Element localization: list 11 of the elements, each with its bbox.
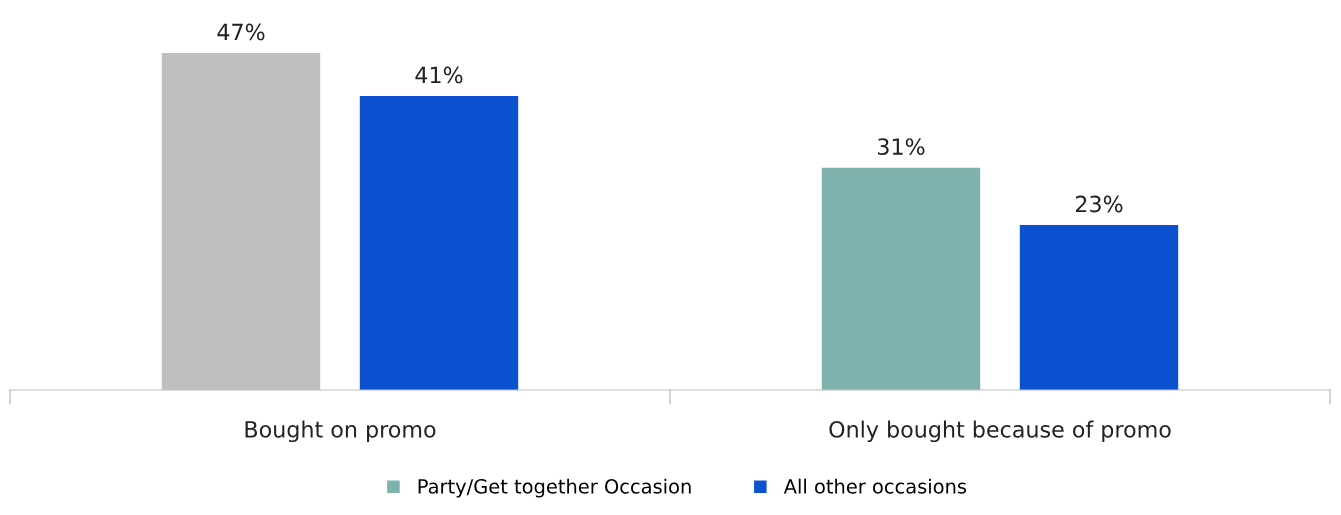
- bar: [359, 96, 519, 390]
- x-tick-label: Only bought because of promo: [829, 420, 1171, 443]
- data-label: 47%: [217, 23, 265, 41]
- legend-label: Party/Get together Occasion: [418, 478, 691, 498]
- x-tick-label: Bought on promo: [245, 420, 436, 443]
- bar: [1019, 225, 1179, 390]
- bar: [821, 167, 981, 390]
- legend-label: All other occasions: [783, 478, 967, 494]
- data-label: 23%: [1075, 195, 1123, 213]
- data-label: 31%: [878, 138, 925, 156]
- data-label: 41%: [415, 66, 463, 84]
